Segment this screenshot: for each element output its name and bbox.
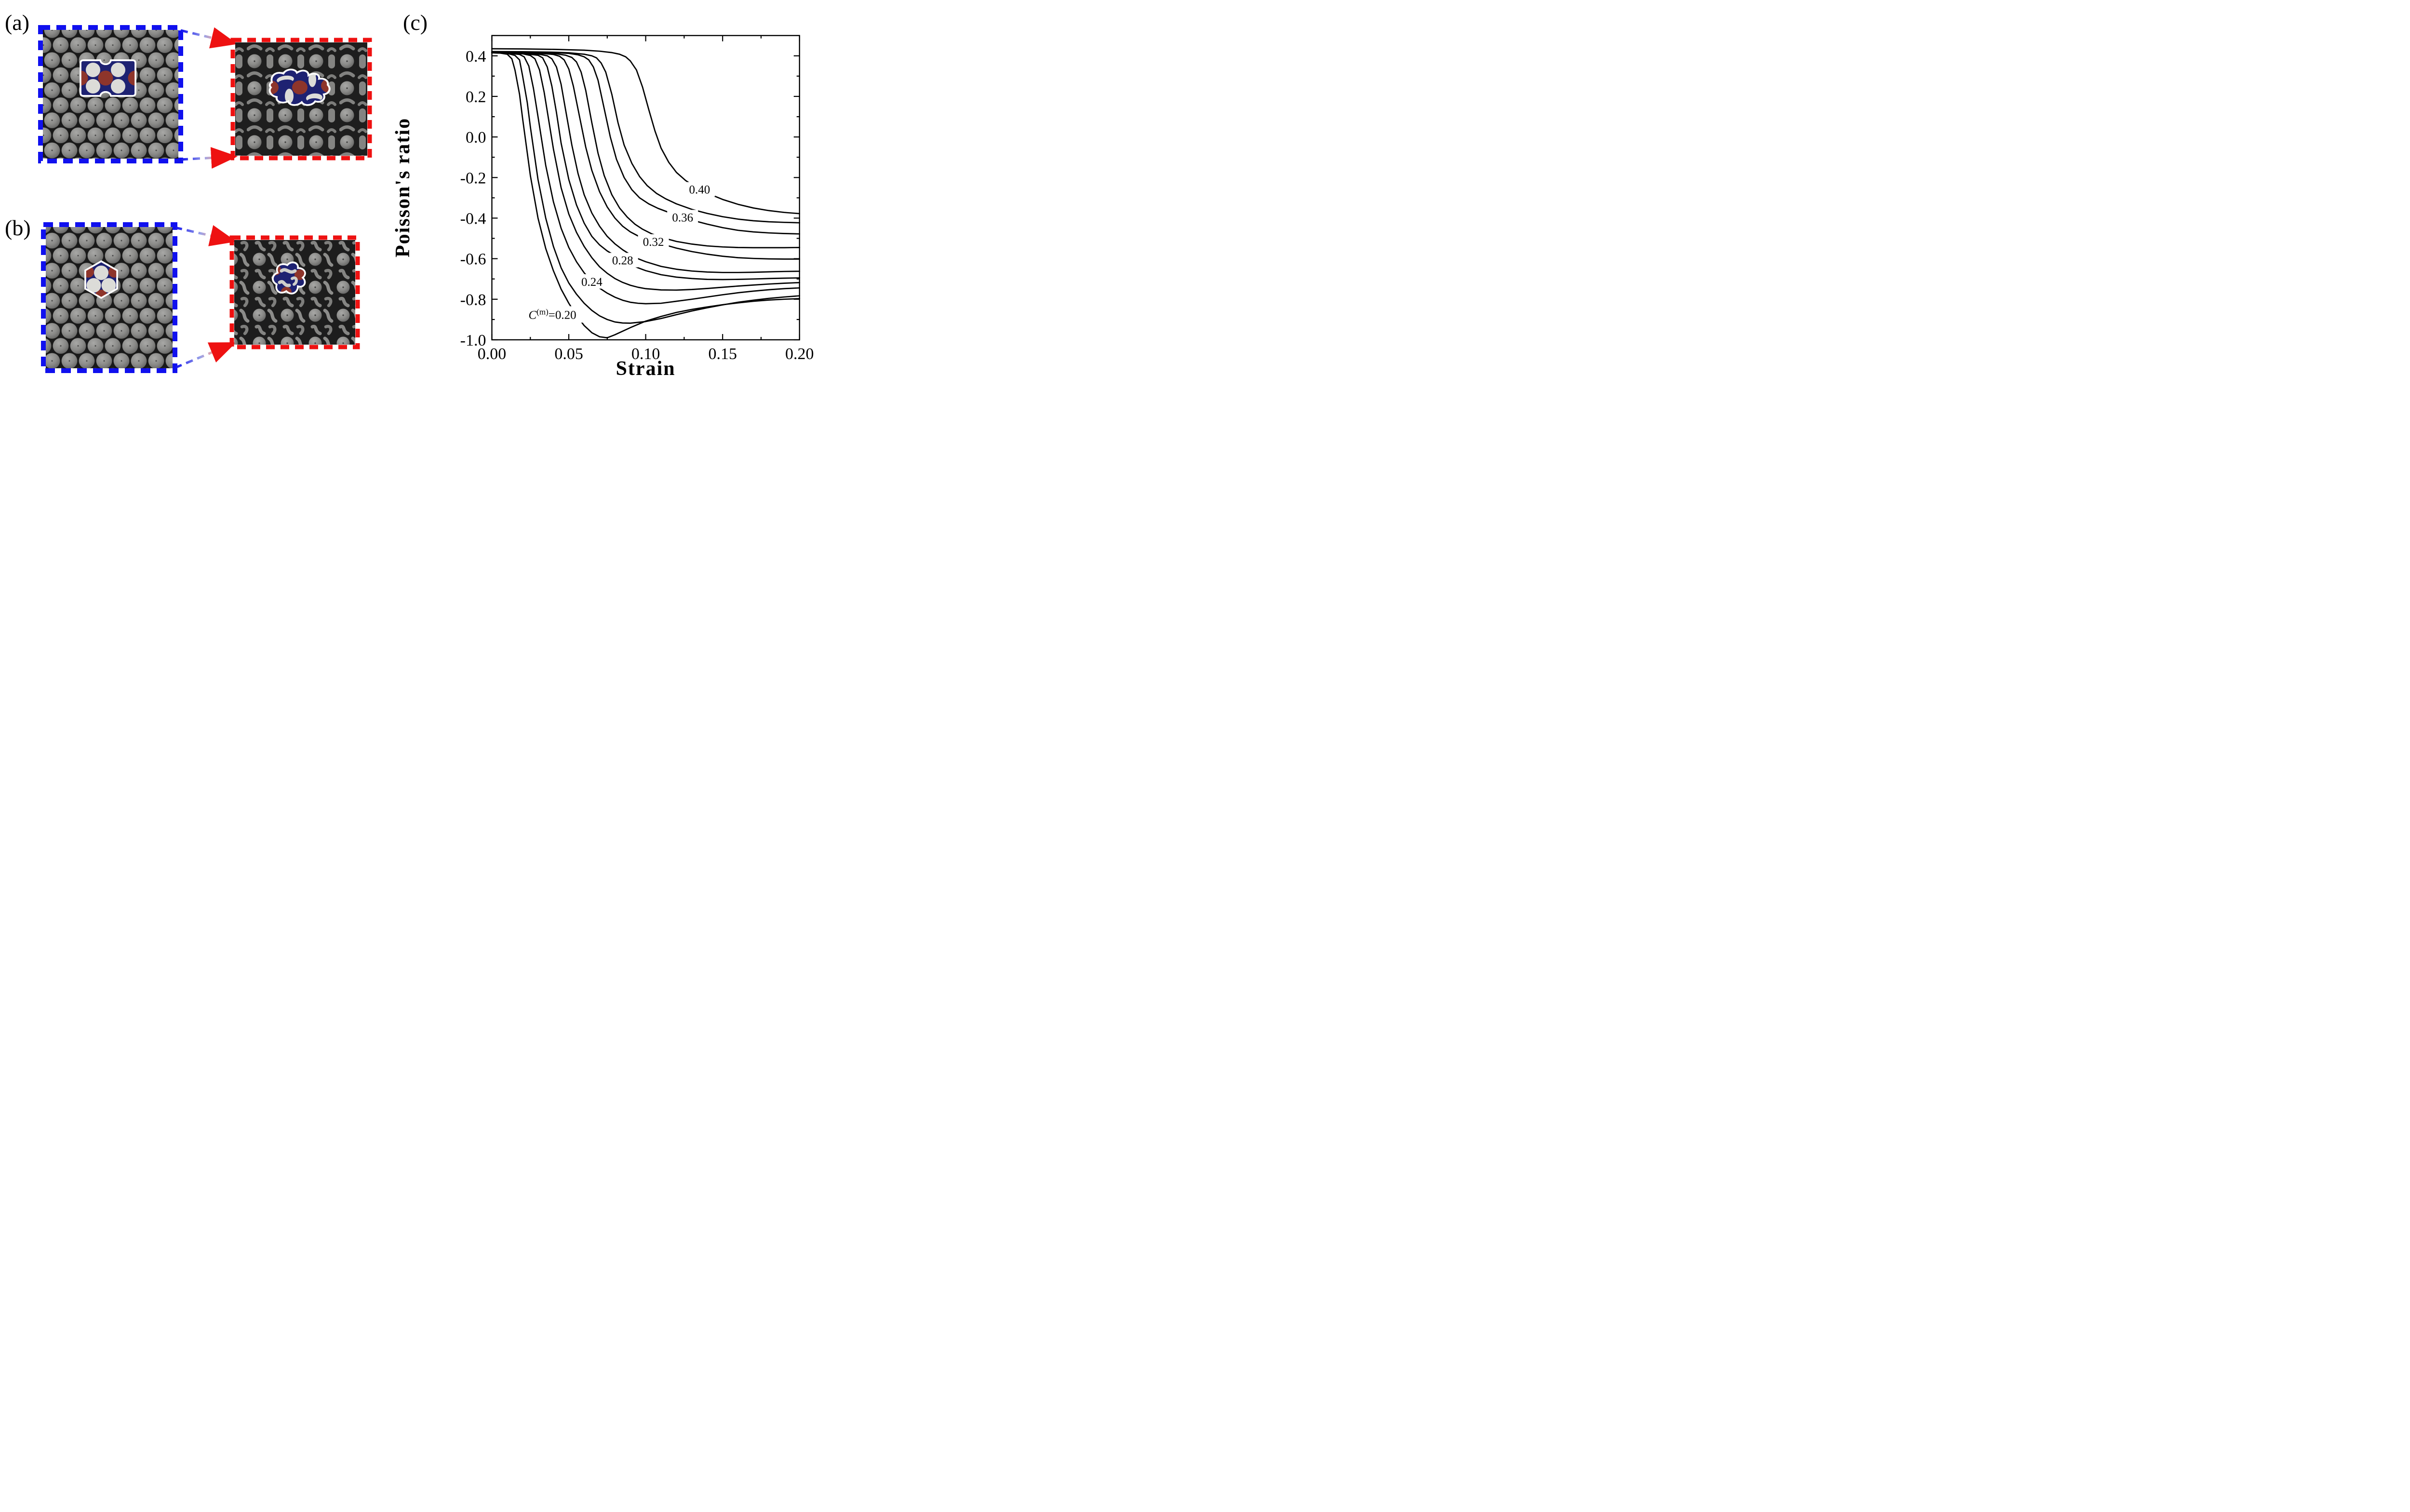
curve-label-mask <box>667 210 698 225</box>
x-tick-label: 0.10 <box>631 345 660 363</box>
y-tick-label: -1.0 <box>460 332 486 349</box>
panel-c: (c) 0.00 0.05 0.10 0.15 0.20 0.4 0.2 0.0 -0.2 -0.… <box>392 10 814 378</box>
panel-a-label: (a) <box>5 10 29 35</box>
x-tick-label: 0.15 <box>708 345 737 363</box>
x-tick-label: 0.05 <box>554 345 583 363</box>
unit-cell-buckled-b <box>272 261 306 294</box>
figure-svg: (a) <box>5 10 814 378</box>
y-tick-label: -0.6 <box>460 251 486 268</box>
panel-b: (b) <box>5 215 360 373</box>
curve-label-mask <box>576 274 607 289</box>
curve-label: 0.36 <box>672 211 693 224</box>
zoom-connector-a-bottom <box>180 147 238 169</box>
x-tick-label: 0.20 <box>785 345 814 363</box>
curve-label-mask <box>607 253 638 268</box>
zoom-connector-a-top <box>180 27 238 49</box>
curve-label: 0.40 <box>689 184 710 197</box>
y-tick-label: 0.0 <box>466 129 486 147</box>
curve-label-mask <box>684 182 715 197</box>
deformed-box-b <box>229 235 360 349</box>
reference-box-b <box>41 222 177 373</box>
curve-cm-0.38 <box>491 51 801 224</box>
reference-box-a <box>38 25 183 163</box>
y-tick-label: -0.8 <box>460 291 486 309</box>
curve-label: 0.24 <box>581 276 602 289</box>
panel-c-label: (c) <box>403 10 428 35</box>
unit-cell-undeformed-b <box>84 260 118 299</box>
panel-a: (a) <box>5 10 372 169</box>
curve-cm-0.20 <box>491 52 801 339</box>
curve-cm-0.26 <box>491 52 801 291</box>
unit-cell-undeformed-a <box>80 59 136 97</box>
curve-cm-0.34 <box>491 51 801 249</box>
panel-b-label: (b) <box>5 215 31 240</box>
y-tick-label: 0.2 <box>466 88 486 106</box>
x-axis-title: Strain <box>616 358 676 378</box>
parameter-label: C(m)=0.20 <box>529 307 576 321</box>
deformed-box-a <box>230 38 372 161</box>
y-axis-title: Poisson's ratio <box>392 118 414 257</box>
y-tick-label: -0.4 <box>460 210 486 228</box>
curve-cm-0.24 <box>491 52 801 305</box>
chart-frame <box>491 35 800 341</box>
curve-cm-0.40 <box>491 48 801 214</box>
zoom-connector-b-bottom <box>174 342 237 369</box>
poissons-ratio-vs-strain-chart: 0.00 0.05 0.10 0.15 0.20 0.4 0.2 0.0 -0.2 -0.4 -0.… <box>460 35 814 363</box>
curve-cm-0.32 <box>491 52 801 260</box>
curve-label: 0.28 <box>612 254 633 268</box>
x-tick-label: 0.00 <box>478 345 507 363</box>
zoom-connector-b-top <box>174 225 237 246</box>
parameter-label-mask <box>526 306 587 323</box>
curve-label: 0.32 <box>643 236 664 249</box>
curve-cm-0.30 <box>491 52 801 273</box>
y-tick-label: 0.4 <box>466 48 486 66</box>
curve-label-mask <box>638 234 669 249</box>
y-tick-label: -0.2 <box>460 169 486 187</box>
figure-page: (a) <box>0 0 816 378</box>
sem-image-undeformed-b <box>46 227 173 368</box>
curve-cm-0.36 <box>491 51 801 235</box>
curve-cm-0.22 <box>491 52 801 324</box>
